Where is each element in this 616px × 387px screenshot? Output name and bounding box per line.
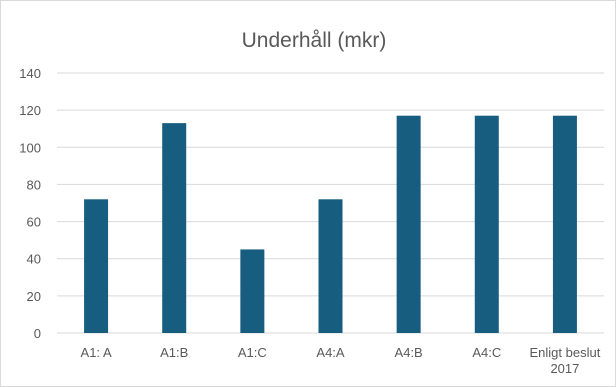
y-tick-label: 40 (27, 252, 41, 267)
x-tick-label: A1:C (238, 345, 267, 360)
x-tick-label: A4:A (316, 345, 345, 360)
bar (474, 115, 499, 333)
y-tick-label: 20 (27, 289, 41, 304)
x-tick-label: A1:B (160, 345, 188, 360)
y-tick-label: 100 (19, 140, 41, 155)
bar (318, 199, 343, 333)
y-tick-label: 140 (19, 66, 41, 81)
bar (240, 249, 265, 333)
bar (552, 115, 577, 333)
y-tick-label: 60 (27, 215, 41, 230)
chart-title: Underhåll (mkr) (242, 29, 387, 52)
bars (84, 115, 577, 334)
y-tick-label: 80 (27, 177, 41, 192)
bar (162, 123, 187, 334)
bar (84, 199, 109, 333)
y-tick-label: 120 (19, 103, 41, 118)
gridlines (57, 72, 604, 334)
x-tick-label: A4:C (472, 345, 501, 360)
x-tick-label: A4:B (395, 345, 423, 360)
y-tick-label: 0 (34, 326, 41, 341)
x-tick-label: A1: A (81, 345, 112, 360)
x-tick-label: Enligt beslut (530, 345, 601, 360)
x-axis-ticks: A1: A A1:B A1:C A4:A A4:B A4:C Enligt beslut20… (81, 345, 601, 376)
x-tick-label: 2017 (550, 361, 579, 376)
y-axis-ticks: 0 20 40 60 80 100 120 140 (19, 66, 41, 341)
bar (396, 115, 421, 333)
